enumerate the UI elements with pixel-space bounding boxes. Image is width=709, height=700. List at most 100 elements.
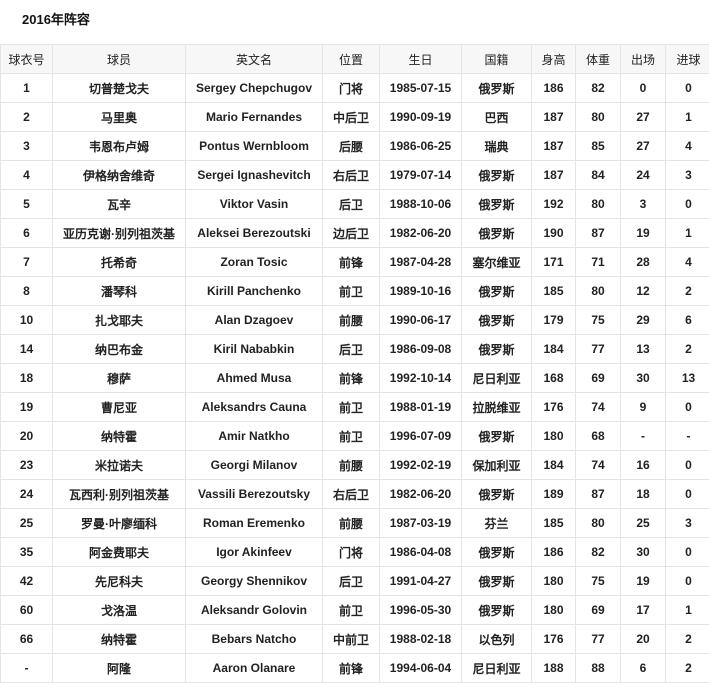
cell-height: 180 xyxy=(531,421,576,451)
cell-player: 曹尼亚 xyxy=(52,392,186,422)
table-row: 25 罗曼·叶廖缅科 Roman Eremenko 前腰 1987-03-19 芬兰 185… xyxy=(0,508,709,538)
cell-goals: - xyxy=(665,421,709,451)
roster-table: 球衣号 球员 英文名 位置 生日 国籍 身高 体重 出场 进球 1 切普楚戈夫 Sergey Chep… xyxy=(0,44,709,683)
cell-height: 184 xyxy=(531,334,576,364)
cell-height: 185 xyxy=(531,276,576,306)
cell-birthday: 1982-06-20 xyxy=(379,218,462,248)
cell-weight: 85 xyxy=(575,131,621,161)
cell-birthday: 1992-10-14 xyxy=(379,363,462,393)
cell-appearances: 6 xyxy=(620,653,666,683)
column-header-number: 球衣号 xyxy=(0,44,53,74)
column-header-player: 球员 xyxy=(52,44,186,74)
column-header-english-name: 英文名 xyxy=(185,44,323,74)
cell-goals: 3 xyxy=(665,160,709,190)
cell-birthday: 1988-02-18 xyxy=(379,624,462,654)
cell-height: 179 xyxy=(531,305,576,335)
cell-nationality: 俄罗斯 xyxy=(461,479,532,509)
cell-goals: 0 xyxy=(665,450,709,480)
cell-position: 门将 xyxy=(322,537,380,567)
cell-number: 5 xyxy=(0,189,53,219)
cell-player: 纳特霍 xyxy=(52,624,186,654)
cell-player: 马里奥 xyxy=(52,102,186,132)
cell-goals: 0 xyxy=(665,566,709,596)
cell-weight: 77 xyxy=(575,334,621,364)
cell-height: 184 xyxy=(531,450,576,480)
cell-height: 190 xyxy=(531,218,576,248)
table-row: 20 纳特霍 Amir Natkho 前卫 1996-07-09 俄罗斯 180 68- - xyxy=(0,421,709,451)
cell-nationality: 俄罗斯 xyxy=(461,189,532,219)
cell-weight: 77 xyxy=(575,624,621,654)
cell-appearances: 27 xyxy=(620,102,666,132)
cell-nationality: 拉脱维亚 xyxy=(461,392,532,422)
cell-number: 60 xyxy=(0,595,53,625)
cell-position: 前锋 xyxy=(322,653,380,683)
cell-weight: 69 xyxy=(575,363,621,393)
cell-player: 戈洛温 xyxy=(52,595,186,625)
table-row: 8 潘琴科 Kirill Panchenko 前卫 1989-10-16 俄罗斯 185 80… xyxy=(0,276,709,306)
cell-number: - xyxy=(0,653,53,683)
cell-nationality: 俄罗斯 xyxy=(461,218,532,248)
cell-player: 先尼科夫 xyxy=(52,566,186,596)
cell-nationality: 俄罗斯 xyxy=(461,305,532,335)
cell-birthday: 1992-02-19 xyxy=(379,450,462,480)
cell-appearances: 29 xyxy=(620,305,666,335)
cell-english-name: Viktor Vasin xyxy=(185,189,323,219)
cell-goals: 13 xyxy=(665,363,709,393)
cell-goals: 2 xyxy=(665,624,709,654)
column-header-appearances: 出场 xyxy=(620,44,666,74)
cell-player: 穆萨 xyxy=(52,363,186,393)
cell-nationality: 俄罗斯 xyxy=(461,595,532,625)
table-row: 4 伊格纳舍维奇 Sergei Ignashevitch 右后卫 1979-07-14 俄… xyxy=(0,160,709,190)
cell-nationality: 尼日利亚 xyxy=(461,363,532,393)
cell-number: 42 xyxy=(0,566,53,596)
cell-appearances: 18 xyxy=(620,479,666,509)
cell-appearances: 13 xyxy=(620,334,666,364)
table-row: 66 纳特霍 Bebars Natcho 中前卫 1988-02-18 以色列 176 77 2… xyxy=(0,624,709,654)
cell-position: 中前卫 xyxy=(322,624,380,654)
cell-birthday: 1987-04-28 xyxy=(379,247,462,277)
cell-birthday: 1994-06-04 xyxy=(379,653,462,683)
cell-english-name: Ahmed Musa xyxy=(185,363,323,393)
cell-position: 前卫 xyxy=(322,392,380,422)
cell-birthday: 1985-07-15 xyxy=(379,73,462,103)
cell-goals: 4 xyxy=(665,247,709,277)
cell-goals: 1 xyxy=(665,595,709,625)
cell-appearances: 30 xyxy=(620,363,666,393)
cell-english-name: Amir Natkho xyxy=(185,421,323,451)
cell-appearances: 16 xyxy=(620,450,666,480)
cell-height: 168 xyxy=(531,363,576,393)
cell-player: 切普楚戈夫 xyxy=(52,73,186,103)
cell-birthday: 1990-09-19 xyxy=(379,102,462,132)
cell-number: 23 xyxy=(0,450,53,480)
cell-nationality: 俄罗斯 xyxy=(461,334,532,364)
cell-height: 171 xyxy=(531,247,576,277)
cell-position: 前卫 xyxy=(322,421,380,451)
table-row: 19 曹尼亚 Aleksandrs Cauna 前卫 1988-01-19 拉脱维亚 176… xyxy=(0,392,709,422)
cell-nationality: 俄罗斯 xyxy=(461,421,532,451)
cell-height: 176 xyxy=(531,392,576,422)
cell-player: 阿隆 xyxy=(52,653,186,683)
cell-number: 35 xyxy=(0,537,53,567)
cell-weight: 71 xyxy=(575,247,621,277)
cell-appearances: 12 xyxy=(620,276,666,306)
page-title: 2016年阵容 xyxy=(22,12,90,27)
cell-player: 韦恩布卢姆 xyxy=(52,131,186,161)
cell-appearances: 9 xyxy=(620,392,666,422)
cell-goals: 1 xyxy=(665,102,709,132)
cell-weight: 68 xyxy=(575,421,621,451)
cell-height: 188 xyxy=(531,653,576,683)
column-header-birthday: 生日 xyxy=(379,44,462,74)
cell-player: 亚历克谢·别列祖茨基 xyxy=(52,218,186,248)
cell-height: 176 xyxy=(531,624,576,654)
cell-nationality: 俄罗斯 xyxy=(461,566,532,596)
cell-weight: 74 xyxy=(575,392,621,422)
cell-number: 14 xyxy=(0,334,53,364)
cell-number: 66 xyxy=(0,624,53,654)
cell-appearances: 20 xyxy=(620,624,666,654)
cell-player: 扎戈耶夫 xyxy=(52,305,186,335)
table-row: 1 切普楚戈夫 Sergey Chepchugov 门将 1985-07-15 俄罗斯 18… xyxy=(0,73,709,103)
table-row: 23 米拉诺夫 Georgi Milanov 前腰 1992-02-19 保加利亚 184 7… xyxy=(0,450,709,480)
cell-player: 瓦西利·别列祖茨基 xyxy=(52,479,186,509)
cell-position: 后卫 xyxy=(322,566,380,596)
cell-height: 192 xyxy=(531,189,576,219)
